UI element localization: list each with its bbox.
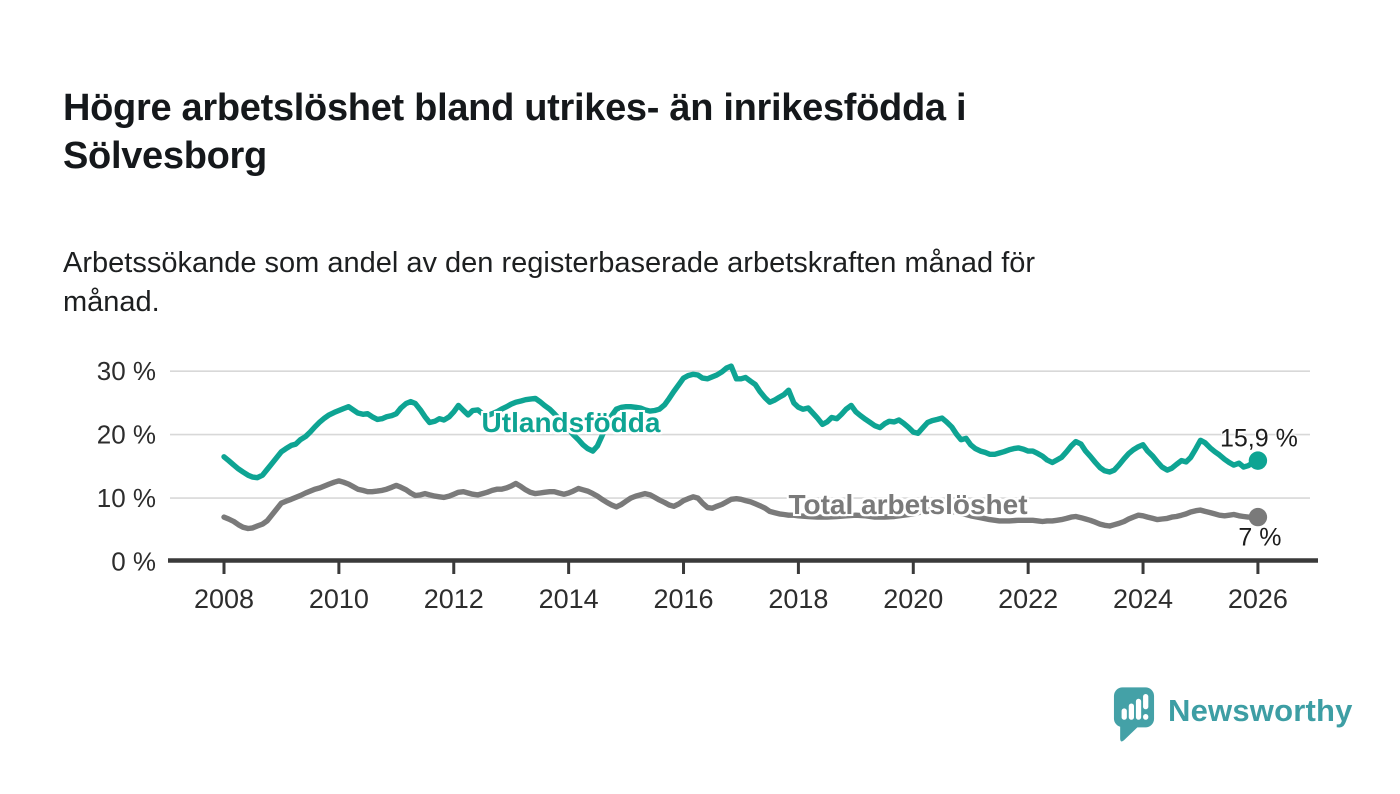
brand-name: Newsworthy — [1168, 692, 1353, 728]
x-axis-tick-label: 2018 — [768, 584, 828, 614]
newsworthy-logo: Newsworthy — [1113, 686, 1353, 749]
chart-subtitle: Arbetssökande som andel av den registerb… — [63, 247, 1036, 319]
series-end-dot-total — [1248, 507, 1268, 527]
y-axis-tick-label: 30 % — [97, 356, 156, 386]
x-axis-tick-label: 2024 — [1113, 584, 1173, 614]
newsworthy-speech-bubble-bar-chart-icon — [1113, 686, 1155, 749]
y-axis-tick-label: 20 % — [97, 420, 156, 450]
series-end-dot-utlandsfodda — [1248, 451, 1268, 470]
page-title: Högre arbetslöshet bland utrikes- än inr… — [63, 87, 967, 177]
y-axis-tick-label: 0 % — [111, 547, 156, 577]
x-axis-tick-label: 2012 — [424, 584, 484, 614]
series-line-utlandsfodda — [221, 363, 1261, 481]
x-axis-tick-label: 2010 — [309, 584, 369, 614]
y-axis-tick-label: 10 % — [97, 483, 156, 513]
x-axis-tick-label: 2022 — [998, 584, 1058, 614]
x-axis-tick-label: 2016 — [653, 584, 713, 614]
x-axis-tick-label: 2008 — [194, 584, 254, 614]
x-axis-tick-label: 2020 — [883, 584, 943, 614]
series-line-total — [221, 478, 1261, 532]
x-axis-tick-label: 2026 — [1228, 584, 1288, 614]
x-axis-tick-label: 2014 — [539, 584, 599, 614]
